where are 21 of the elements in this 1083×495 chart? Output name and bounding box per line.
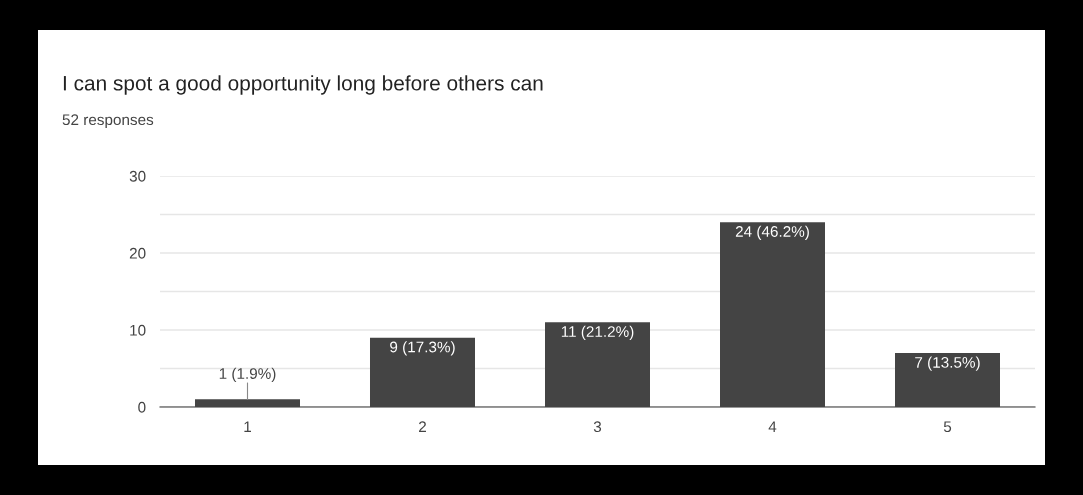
bar (195, 399, 300, 407)
data-label: 1 (1.9%) (219, 367, 276, 382)
data-label: 24 (46.2%) (735, 225, 809, 240)
x-tick-label: 5 (943, 421, 952, 433)
y-tick-label: 30 (129, 170, 146, 182)
y-tick-label: 10 (130, 324, 146, 336)
bar (370, 337, 475, 407)
x-tick-label: 3 (593, 421, 602, 433)
bar (895, 353, 1000, 407)
x-tick-label: 1 (244, 421, 251, 432)
chart-title: I can spot a good opportunity long before others can (63, 75, 543, 95)
data-label: 9 (17.3%) (390, 341, 455, 356)
x-tick-label: 2 (419, 421, 426, 432)
chart-subtitle: 52 responses (62, 114, 154, 129)
x-tick-label: 4 (768, 421, 777, 432)
y-tick-label: 0 (138, 401, 146, 413)
bar (720, 222, 825, 407)
data-label: 11 (21.2%) (561, 325, 634, 340)
bar (545, 322, 650, 407)
data-label: 7 (13.5%) (915, 356, 980, 371)
y-tick-label: 20 (129, 247, 146, 259)
